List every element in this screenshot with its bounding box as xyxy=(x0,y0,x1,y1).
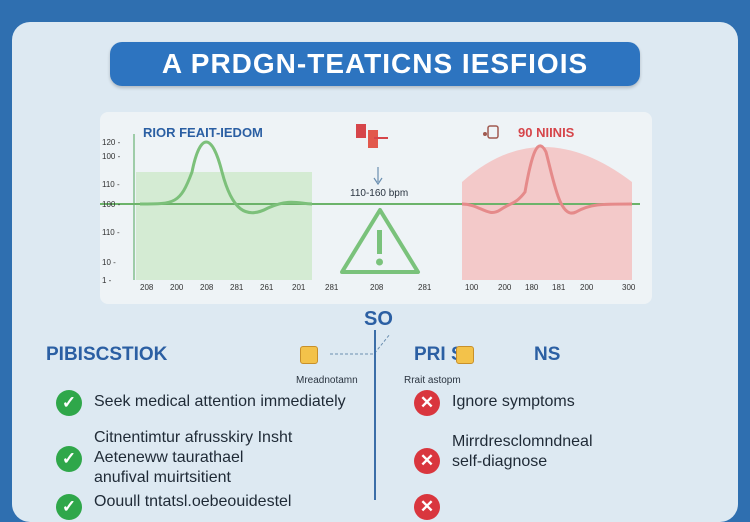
x-tick-label: 300 xyxy=(622,283,636,292)
cross-icon: ✕ xyxy=(414,494,440,520)
heart-rate-chart: RIOR FEAIT-IEDOM 90 NIINIS 110-160 bpm 1… xyxy=(100,124,640,292)
left-item-3: Oouull tntatsl.oebeouidestel xyxy=(94,493,292,510)
y-ticks: 120 - 100 - 110 - 100 - 110 - 10 - 1 - xyxy=(102,138,121,285)
y-tick-label: 110 - xyxy=(102,228,120,237)
check-icon: ✓ xyxy=(56,446,82,472)
check-icon: ✓ xyxy=(56,390,82,416)
x-tick-label: 100 xyxy=(465,283,479,292)
phone-icon xyxy=(483,125,499,139)
x-tick-label: 200 xyxy=(580,283,594,292)
x-tick-label: 200 xyxy=(170,283,184,292)
left-section-header: PIBISCSTIOK xyxy=(46,344,168,365)
bpm-label: 110-160 bpm xyxy=(350,188,408,199)
check-icon: ✓ xyxy=(56,494,82,520)
x-tick-label: 281 xyxy=(418,283,432,292)
y-tick-label: 100 - xyxy=(102,200,121,209)
x-tick-label: 180 xyxy=(525,283,539,292)
pill-icon xyxy=(456,346,474,364)
down-arrow-icon xyxy=(373,167,383,186)
right-item-1: Ignore symptoms xyxy=(452,393,575,410)
warning-triangle-icon xyxy=(340,208,420,274)
x-tick-label: 208 xyxy=(370,283,384,292)
hand-icon xyxy=(300,346,318,364)
y-tick-label: 1 - xyxy=(102,276,112,285)
x-tick-label: 281 xyxy=(325,283,339,292)
right-section-header: NS xyxy=(534,344,561,365)
y-tick-label: 110 - xyxy=(102,180,120,189)
x-ticks: 208 200 208 281 261 201 281 208 281 100 200 180 181 2… xyxy=(140,283,636,292)
title-text: A PRDGN-TEATICNS IESFIOIS xyxy=(161,48,589,79)
alert-marker-icon xyxy=(356,124,388,148)
x-tick-label: 208 xyxy=(200,283,214,292)
y-tick-label: 10 - xyxy=(102,258,116,267)
alarm-heart-rate-line xyxy=(461,144,633,215)
cross-icon: ✕ xyxy=(414,448,440,474)
normal-zone xyxy=(136,172,312,280)
connector-lines xyxy=(330,333,391,355)
y-tick-label: 120 - xyxy=(102,138,121,147)
left-item-2: Citnentimtur afrusskiry Insht Aeteneww t… xyxy=(94,429,293,486)
x-tick-label: 200 xyxy=(498,283,512,292)
x-tick-label: 261 xyxy=(260,283,274,292)
alarm-zone xyxy=(462,147,632,280)
left-item-1: Seek medical attention immediately xyxy=(94,393,346,410)
right-item-2: Mirrdresclomndneal self-diagnose xyxy=(452,433,593,470)
divider-line xyxy=(374,330,376,500)
right-middle-caption: Rrait astopm xyxy=(404,375,461,386)
left-middle-caption: Mreadnotamn xyxy=(296,375,358,386)
x-tick-label: 208 xyxy=(140,283,154,292)
chart-right-header: 90 NIINIS xyxy=(518,125,575,140)
chart-left-header: RIOR FEAIT-IEDOM xyxy=(143,125,263,140)
x-tick-label: 201 xyxy=(292,283,306,292)
so-label: SO xyxy=(364,308,393,330)
cross-icon: ✕ xyxy=(414,390,440,416)
page-title: A PRDGN-TEATICNS IESFIOIS xyxy=(110,42,640,86)
pills-label: PRI S xyxy=(414,344,464,365)
y-tick-label: 100 - xyxy=(102,152,121,161)
x-tick-label: 281 xyxy=(230,283,244,292)
x-tick-label: 181 xyxy=(552,283,566,292)
normal-heart-rate-line xyxy=(139,140,313,215)
